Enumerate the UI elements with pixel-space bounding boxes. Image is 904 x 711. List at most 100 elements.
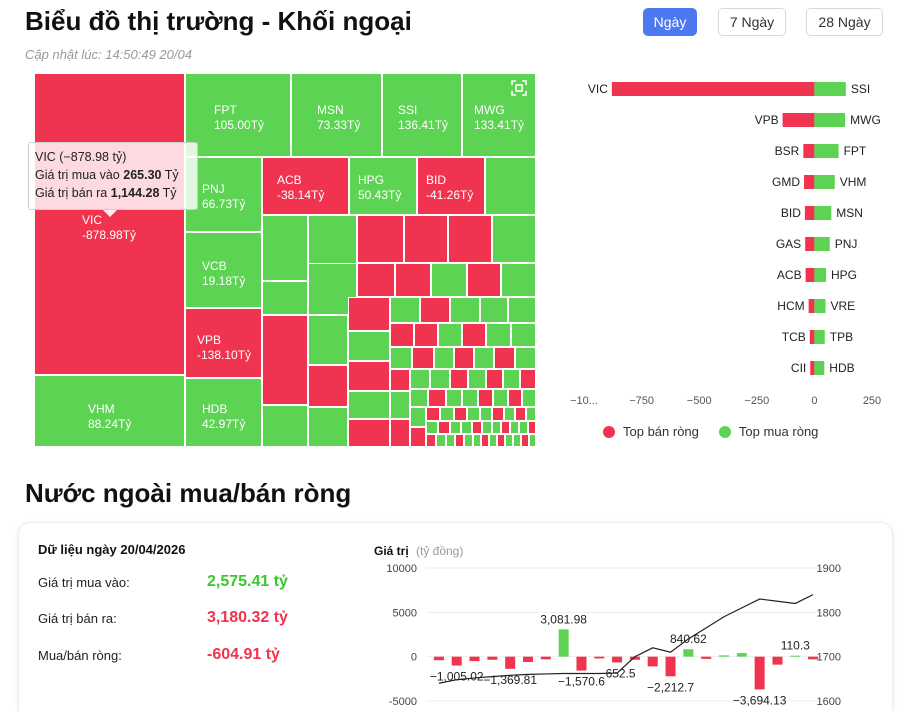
expand-icon[interactable] [510, 79, 528, 97]
treemap-tile[interactable] [308, 315, 348, 365]
treemap-tile[interactable]: SSI 136.41Tỷ [382, 73, 462, 157]
treemap-tile[interactable] [472, 421, 482, 434]
treemap-tile[interactable] [515, 347, 536, 369]
treemap-tile[interactable] [480, 297, 508, 323]
treemap-tile[interactable] [438, 323, 462, 347]
treemap-tile[interactable] [489, 434, 497, 447]
treemap-tile[interactable] [434, 347, 454, 369]
treemap-tile[interactable] [404, 215, 448, 263]
range-button-28-days[interactable]: 28 Ngày [806, 8, 883, 36]
treemap-tile[interactable] [467, 407, 480, 421]
treemap-tile[interactable] [494, 347, 515, 369]
treemap-tile[interactable] [262, 405, 308, 447]
treemap-tile[interactable]: HDB 42.97Tỷ [185, 378, 262, 447]
treemap-tile[interactable]: ACB -38.14Tỷ [262, 157, 349, 215]
treemap-tile[interactable] [390, 347, 412, 369]
treemap-tile[interactable] [357, 215, 404, 263]
treemap-tile[interactable] [348, 297, 390, 331]
treemap-tile[interactable] [474, 347, 494, 369]
treemap-tile[interactable] [430, 369, 450, 389]
treemap-tile[interactable] [462, 389, 478, 407]
treemap-tile[interactable] [410, 407, 426, 427]
treemap-tile[interactable]: VIC -878.98Tỷ [34, 73, 185, 375]
treemap-tile[interactable] [426, 407, 440, 421]
treemap-tile[interactable]: MSN 73.33Tỷ [291, 73, 382, 157]
legend-buy-label[interactable]: Top mua ròng [738, 424, 819, 439]
treemap-tile[interactable] [513, 434, 521, 447]
treemap-tile[interactable] [348, 361, 390, 391]
range-button-7-days[interactable]: 7 Ngày [718, 8, 786, 36]
treemap-tile[interactable] [526, 407, 536, 421]
treemap-tile[interactable] [450, 369, 468, 389]
treemap-tile[interactable] [529, 434, 536, 447]
treemap-tile[interactable] [501, 421, 510, 434]
treemap-tile[interactable] [410, 427, 426, 447]
treemap-tile[interactable] [390, 391, 410, 419]
treemap-tile[interactable] [262, 215, 308, 281]
treemap-tile[interactable] [348, 419, 390, 447]
treemap-tile[interactable] [410, 389, 428, 407]
treemap-tile[interactable] [486, 369, 503, 389]
treemap-tile[interactable] [438, 421, 450, 434]
treemap-tile[interactable] [450, 421, 461, 434]
treemap-tile[interactable] [461, 421, 472, 434]
treemap-tile[interactable]: FPT 105.00Tỷ [185, 73, 291, 157]
treemap-tile[interactable] [348, 391, 390, 419]
treemap-tile[interactable] [395, 263, 431, 297]
treemap-tile[interactable]: PNJ 66.73Tỷ [185, 157, 262, 232]
treemap-tile[interactable] [528, 421, 536, 434]
treemap-tile[interactable] [480, 407, 492, 421]
treemap-tile[interactable] [440, 407, 454, 421]
treemap-tile[interactable] [390, 323, 414, 347]
treemap-tile[interactable] [454, 347, 474, 369]
treemap-tile[interactable] [481, 434, 489, 447]
treemap-tile[interactable] [492, 407, 504, 421]
treemap-tile[interactable] [308, 407, 348, 447]
treemap-tile[interactable] [428, 389, 446, 407]
treemap-tile[interactable] [262, 315, 308, 405]
treemap-tile[interactable] [473, 434, 481, 447]
treemap-tile[interactable] [262, 281, 308, 315]
treemap-tile[interactable] [501, 263, 536, 297]
treemap-tile[interactable] [412, 347, 434, 369]
treemap-tile[interactable] [308, 263, 357, 315]
treemap-tile[interactable] [492, 421, 501, 434]
treemap-tile[interactable] [522, 389, 536, 407]
range-button-day[interactable]: Ngày [643, 8, 697, 36]
treemap-tile[interactable]: VHM 88.24Tỷ [34, 375, 185, 447]
treemap-tile[interactable] [426, 421, 438, 434]
treemap-tile[interactable] [420, 297, 450, 323]
treemap-tile[interactable]: MWG 133.41Tỷ [462, 73, 536, 157]
treemap-tile[interactable] [414, 323, 438, 347]
treemap-tile[interactable] [448, 215, 492, 263]
treemap-tile[interactable] [410, 369, 430, 389]
treemap-tile[interactable] [519, 421, 528, 434]
treemap-tile[interactable] [478, 389, 493, 407]
treemap-tile[interactable] [390, 369, 410, 391]
treemap-tile[interactable] [511, 323, 536, 347]
treemap-tile[interactable] [436, 434, 446, 447]
treemap-tile[interactable] [508, 297, 536, 323]
treemap-tile[interactable] [431, 263, 467, 297]
treemap-tile[interactable] [446, 389, 462, 407]
treemap-tile[interactable] [508, 389, 522, 407]
treemap-tile[interactable] [503, 369, 520, 389]
treemap-tile[interactable] [348, 331, 390, 361]
treemap-tile[interactable]: VPB -138.10Tỷ [185, 308, 262, 378]
treemap-tile[interactable] [521, 434, 529, 447]
treemap-tile[interactable] [520, 369, 536, 389]
treemap-tile[interactable] [485, 157, 536, 215]
treemap-tile[interactable] [446, 434, 455, 447]
treemap-tile[interactable] [462, 323, 486, 347]
treemap-tile[interactable] [308, 365, 348, 407]
treemap-tile[interactable] [486, 323, 511, 347]
treemap-tile[interactable] [510, 421, 519, 434]
treemap-tile[interactable] [467, 263, 501, 297]
treemap-tile[interactable] [390, 419, 410, 447]
treemap-tile[interactable] [426, 434, 436, 447]
treemap-tile[interactable]: BID -41.26Tỷ [417, 157, 485, 215]
legend-sell-label[interactable]: Top bán ròng [623, 424, 699, 439]
treemap-tile[interactable] [515, 407, 526, 421]
treemap-tile[interactable] [454, 407, 467, 421]
treemap-tile[interactable] [504, 407, 515, 421]
